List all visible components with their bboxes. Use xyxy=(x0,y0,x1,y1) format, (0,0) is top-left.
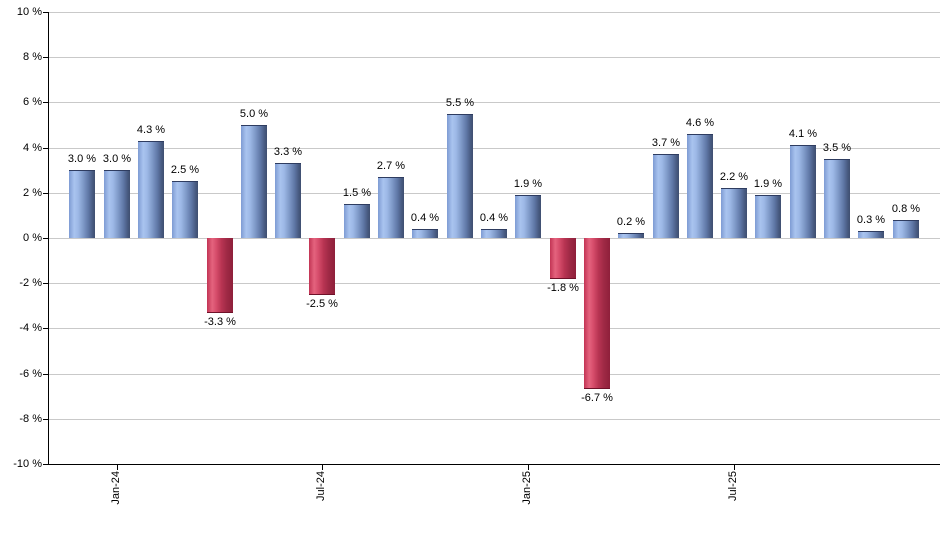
bar xyxy=(172,181,198,238)
bar xyxy=(584,238,610,389)
bar xyxy=(893,220,919,238)
bar-value-label: 2.2 % xyxy=(719,171,749,183)
x-axis-tick-label: Jul-25 xyxy=(727,471,739,501)
bar xyxy=(447,114,473,238)
y-axis-tick-label: -10 % xyxy=(13,458,42,470)
bar-value-label: -2.5 % xyxy=(306,298,338,310)
y-axis-tick xyxy=(43,12,48,13)
y-axis-tick-label: -8 % xyxy=(19,413,42,425)
y-axis-tick-label: 6 % xyxy=(23,96,42,108)
bar-value-label: 3.0 % xyxy=(67,153,97,165)
bar xyxy=(515,195,541,238)
bar xyxy=(275,163,301,238)
x-axis-tick xyxy=(117,465,118,470)
bar-value-label: 1.9 % xyxy=(753,178,783,190)
gridline xyxy=(48,148,940,149)
x-axis-tick xyxy=(734,465,735,470)
x-axis-line xyxy=(48,464,940,465)
gridline xyxy=(48,328,940,329)
bar xyxy=(755,195,781,238)
bar-value-label: 0.4 % xyxy=(479,212,509,224)
bar xyxy=(138,141,164,238)
bar xyxy=(378,177,404,238)
bar xyxy=(858,231,884,238)
x-axis-tick-label: Jan-25 xyxy=(521,471,533,505)
bar-value-label: 4.3 % xyxy=(136,124,166,136)
bar-value-label: 0.2 % xyxy=(616,216,646,228)
bar-value-label: 2.7 % xyxy=(376,160,406,172)
bar-value-label: 5.0 % xyxy=(239,108,269,120)
y-axis-tick xyxy=(43,283,48,284)
x-axis-tick xyxy=(322,465,323,470)
y-axis-tick xyxy=(43,57,48,58)
gridline xyxy=(48,57,940,58)
y-axis-tick xyxy=(43,102,48,103)
gridline xyxy=(48,374,940,375)
bar-value-label: 2.5 % xyxy=(170,164,200,176)
gridline xyxy=(48,238,940,239)
bar-value-label: 3.5 % xyxy=(822,142,852,154)
bar xyxy=(104,170,130,238)
bar xyxy=(412,229,438,238)
y-axis-tick-label: -2 % xyxy=(19,277,42,289)
bar-value-label: 3.3 % xyxy=(273,146,303,158)
y-axis-tick-label: 2 % xyxy=(23,187,42,199)
bar xyxy=(207,238,233,313)
bar xyxy=(550,238,576,279)
x-axis-tick-label: Jan-24 xyxy=(110,471,122,505)
bar xyxy=(721,188,747,238)
gridline xyxy=(48,193,940,194)
bar xyxy=(69,170,95,238)
bar-value-label: 1.5 % xyxy=(342,187,372,199)
y-axis-tick xyxy=(43,238,48,239)
y-axis-tick-label: 0 % xyxy=(23,232,42,244)
bar-value-label: -1.8 % xyxy=(547,282,579,294)
bar-value-label: 4.1 % xyxy=(788,128,818,140)
y-axis-tick xyxy=(43,464,48,465)
gridline xyxy=(48,12,940,13)
bar-value-label: 5.5 % xyxy=(445,97,475,109)
y-axis-tick xyxy=(43,328,48,329)
y-axis-tick-label: 10 % xyxy=(16,6,42,18)
y-axis-tick xyxy=(43,374,48,375)
y-axis-tick-label: -6 % xyxy=(19,368,42,380)
gridline xyxy=(48,283,940,284)
y-axis-tick xyxy=(43,148,48,149)
bar xyxy=(309,238,335,295)
y-axis-tick xyxy=(43,193,48,194)
y-axis-tick-label: 8 % xyxy=(23,51,42,63)
bar-value-label: 0.3 % xyxy=(856,214,886,226)
y-axis-tick xyxy=(43,419,48,420)
bar-value-label: 0.4 % xyxy=(410,212,440,224)
bar xyxy=(618,233,644,238)
bar-value-label: 4.6 % xyxy=(685,117,715,129)
bar-value-label: 0.8 % xyxy=(891,203,921,215)
bar-value-label: 3.7 % xyxy=(651,137,681,149)
gridline xyxy=(48,102,940,103)
bar xyxy=(824,159,850,238)
bar xyxy=(241,125,267,238)
bar xyxy=(344,204,370,238)
bar-value-label: -6.7 % xyxy=(581,392,613,404)
bar xyxy=(687,134,713,238)
bar-value-label: -3.3 % xyxy=(204,316,236,328)
bar-value-label: 1.9 % xyxy=(513,178,543,190)
bar xyxy=(790,145,816,238)
bar-value-label: 3.0 % xyxy=(102,153,132,165)
gridline xyxy=(48,419,940,420)
y-axis-tick-label: 4 % xyxy=(23,142,42,154)
x-axis-tick xyxy=(528,465,529,470)
x-axis-tick-label: Jul-24 xyxy=(315,471,327,501)
y-axis-line xyxy=(48,12,49,464)
y-axis-tick-label: -4 % xyxy=(19,322,42,334)
bar xyxy=(653,154,679,238)
bar xyxy=(481,229,507,238)
